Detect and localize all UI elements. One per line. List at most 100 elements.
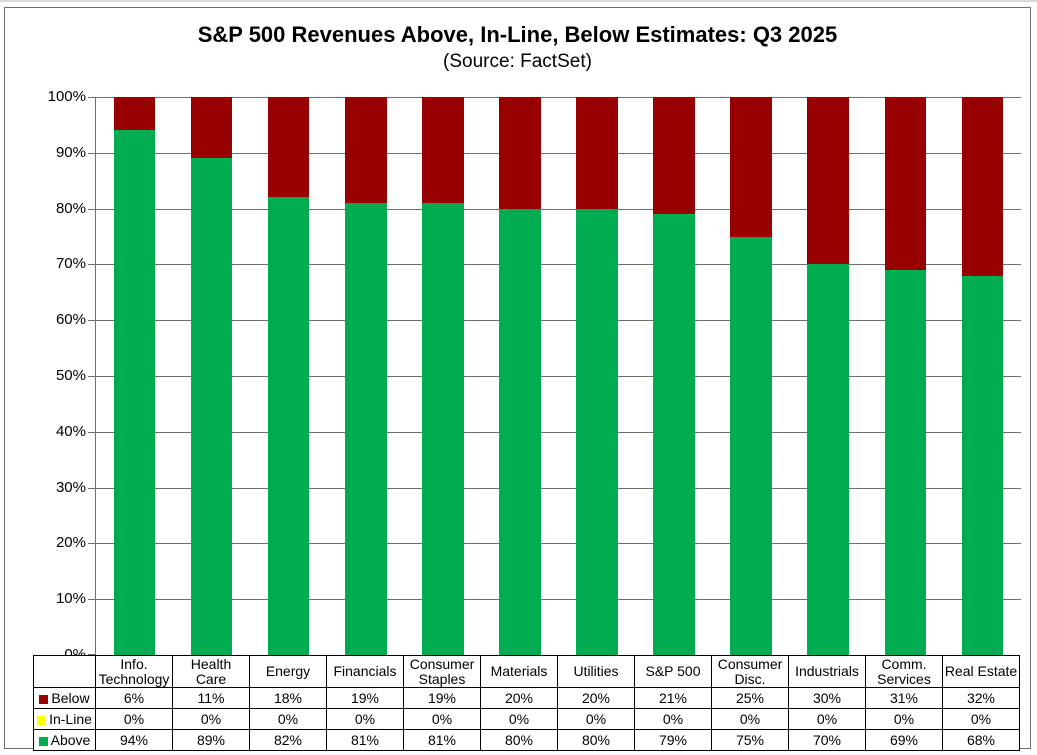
- category-header-s-p-500: S&P 500: [634, 655, 712, 688]
- value-cell-above: 82%: [249, 729, 327, 751]
- chart-subtitle: (Source: FactSet): [443, 51, 592, 72]
- value-cell-in-line: 0%: [557, 708, 635, 730]
- y-axis-tick: [88, 152, 96, 154]
- value-cell-above: 80%: [557, 729, 635, 751]
- stacked-bar: [807, 97, 850, 655]
- y-axis-tick: [88, 97, 96, 98]
- value-cell-in-line: 0%: [942, 708, 1020, 730]
- value-cell-in-line: 0%: [249, 708, 327, 730]
- y-gridline: [96, 487, 1021, 489]
- stacked-bar: [344, 97, 387, 655]
- bar-segment-below: [730, 97, 772, 237]
- bar-segment-below: [653, 97, 695, 215]
- bar-segment-below: [422, 97, 464, 204]
- value-cell-above: 70%: [788, 729, 866, 751]
- category-header-financials: Financials: [326, 655, 404, 688]
- chart-title: S&P 500 Revenues Above, In-Line, Below E…: [197, 22, 838, 47]
- value-cell-in-line: 0%: [711, 708, 789, 730]
- bar-column-real-estate: [944, 97, 1021, 655]
- value-cell-below: 21%: [634, 687, 712, 709]
- bar-segment-above: [576, 208, 618, 655]
- legend-label: Above: [50, 732, 91, 748]
- value-cell-above: 81%: [326, 729, 404, 751]
- y-gridline: [96, 208, 1021, 210]
- below-legend-swatch-icon: [39, 695, 49, 704]
- value-cell-in-line: 0%: [403, 708, 481, 730]
- stacked-bar: [190, 97, 233, 655]
- bar-column-consumer-staples: [404, 97, 481, 655]
- y-axis-label: 10%: [55, 590, 86, 608]
- y-gridline: [96, 376, 1021, 377]
- category-header-info-technology: Info. Technology: [95, 655, 173, 688]
- bar-segment-below: [344, 97, 387, 204]
- value-cell-above: 75%: [711, 729, 789, 751]
- category-header-consumer-disc: Consumer Disc.: [711, 655, 789, 688]
- bar-column-industrials: [790, 97, 867, 655]
- value-cell-below: 20%: [480, 687, 558, 709]
- bars-container: [96, 97, 1021, 655]
- legend-cell-in-line: In-Line: [33, 708, 96, 730]
- stacked-bar: [653, 97, 695, 655]
- stacked-bar: [576, 97, 618, 655]
- value-cell-above: 89%: [172, 729, 250, 751]
- y-gridline: [96, 599, 1021, 601]
- y-axis-tick: [88, 264, 96, 266]
- chart-frame: S&P 500 Revenues Above, In-Line, Below E…: [4, 7, 1031, 751]
- legend-cell-above: Above: [33, 729, 96, 751]
- bar-segment-below: [499, 97, 541, 209]
- value-cell-above: 68%: [942, 729, 1020, 751]
- y-axis-tick: [88, 320, 96, 322]
- in-line-legend-swatch-icon: [37, 716, 47, 725]
- bar-column-energy: [250, 97, 327, 655]
- bar-column-financials: [327, 97, 404, 655]
- plot-area: 100%90%80%70%60%50%40%30%20%10%0%: [48, 89, 1021, 663]
- y-gridline: [96, 543, 1021, 545]
- value-cell-below: 19%: [403, 687, 481, 709]
- y-axis-tick: [88, 376, 96, 377]
- bar-segment-below: [113, 97, 156, 131]
- category-header-materials: Materials: [480, 655, 558, 688]
- category-header-real-estate: Real Estate: [942, 655, 1020, 688]
- y-axis-tick: [88, 431, 96, 433]
- table-row-below: Below 6% 11% 18% 19% 19% 20% 20% 21% 25% 30% 31% 32%: [33, 687, 1020, 709]
- bar-segment-below: [267, 97, 310, 198]
- value-cell-below: 20%: [557, 687, 635, 709]
- y-gridline: [96, 431, 1021, 433]
- legend-label: In-Line: [49, 711, 92, 727]
- category-header-consumer-staples: Consumer Staples: [403, 655, 481, 688]
- bar-column-materials: [481, 97, 558, 655]
- stacked-bar: [113, 97, 156, 655]
- y-axis-tick: [88, 599, 96, 601]
- category-header-utilities: Utilities: [557, 655, 635, 688]
- value-cell-in-line: 0%: [480, 708, 558, 730]
- y-axis-label: 20%: [55, 534, 86, 552]
- value-cell-below: 25%: [711, 687, 789, 709]
- bar-column-health-care: [173, 97, 250, 655]
- y-axis-tick: [88, 654, 96, 655]
- value-cell-in-line: 0%: [172, 708, 250, 730]
- y-axis-tick: [88, 543, 96, 545]
- bar-column-utilities: [558, 97, 635, 655]
- y-gridline: [96, 264, 1021, 266]
- value-cell-below: 31%: [865, 687, 943, 709]
- bar-segment-below: [884, 97, 927, 270]
- bar-segment-above: [653, 214, 695, 655]
- bar-segment-above: [807, 264, 850, 655]
- y-axis-tick: [88, 487, 96, 489]
- table-corner-cell: [33, 655, 96, 688]
- bar-segment-below: [961, 97, 1004, 276]
- stacked-bar: [267, 97, 310, 655]
- value-cell-above: 79%: [634, 729, 712, 751]
- y-axis-label: 40%: [55, 422, 86, 440]
- value-cell-in-line: 0%: [634, 708, 712, 730]
- y-axis-label: 60%: [55, 311, 86, 329]
- window-edge-strip: [0, 0, 1037, 2]
- bar-segment-above: [190, 158, 233, 655]
- bar-segment-above: [422, 203, 464, 655]
- bar-segment-below: [190, 97, 233, 159]
- y-axis-label: 30%: [55, 478, 86, 496]
- bar-column-comm-services: [867, 97, 944, 655]
- bar-segment-above: [113, 130, 156, 655]
- value-cell-in-line: 0%: [788, 708, 866, 730]
- y-axis-label: 100%: [47, 88, 86, 105]
